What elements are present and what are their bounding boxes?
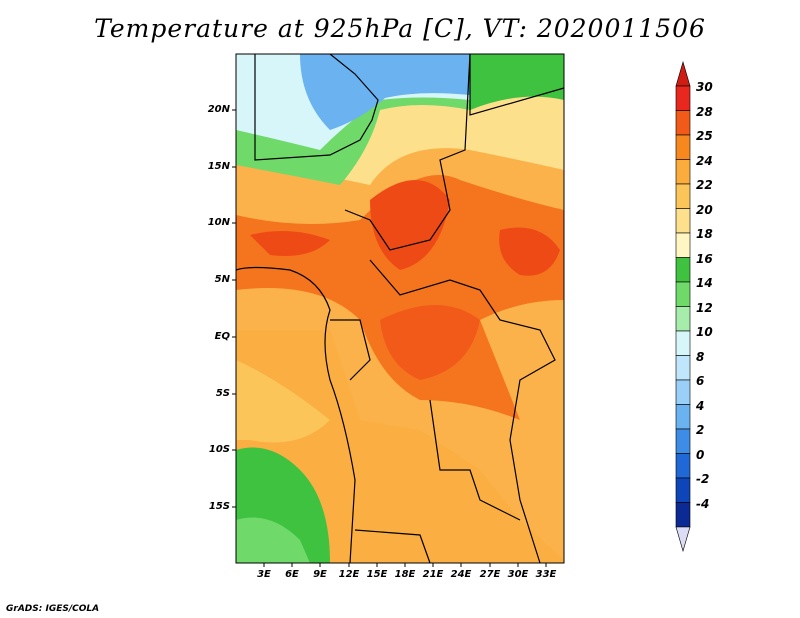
colorbar-swatch [675, 110, 691, 136]
lat-label-15n: 15N [207, 161, 230, 172]
map-title: Temperature at 925hPa [C], VT: 202001150… [94, 14, 706, 43]
lon-label-12e: 12E [338, 569, 360, 580]
lon-label-21e: 21E [422, 569, 444, 580]
colorbar-swatch [675, 502, 691, 528]
colorbar-label: 18 [696, 227, 713, 241]
lon-label-3e: 3E [257, 569, 271, 580]
colorbar-label: 2 [696, 423, 705, 437]
map-frame [235, 53, 565, 564]
lat-label-10n: 10N [207, 217, 230, 228]
credit-text: GrADS: IGES/COLA [6, 604, 100, 614]
colorbar-swatch [675, 477, 691, 503]
colorbar-swatch [675, 306, 691, 332]
colorbar-top-arrow [675, 60, 691, 87]
colorbar-label: -4 [696, 496, 710, 511]
field-northeast-green [470, 54, 564, 110]
colorbar-label: -2 [696, 472, 710, 486]
field-hottest-east [499, 227, 560, 276]
colorbar-swatch [675, 257, 691, 283]
lat-label-20n: 20N [207, 104, 230, 115]
colorbar-swatch [675, 183, 691, 209]
lat-label-eq: EQ [214, 331, 230, 342]
lat-label-5n: 5N [214, 274, 230, 285]
lon-label-15e: 15E [366, 569, 388, 580]
lon-label-33e: 33E [535, 569, 557, 580]
lon-label-30e: 30E [507, 569, 529, 580]
colorbar-label: 28 [696, 104, 713, 119]
colorbar [675, 60, 691, 553]
lat-label-15s: 15S [208, 501, 230, 512]
colorbar-label: 6 [696, 374, 705, 388]
colorbar-swatch [675, 379, 691, 405]
lon-label-6e: 6E [285, 569, 299, 580]
lon-label-24e: 24E [450, 569, 472, 580]
colorbar-label: 16 [696, 251, 713, 266]
colorbar-swatch [675, 453, 691, 479]
lon-ticks [263, 563, 547, 567]
colorbar-swatch [675, 232, 691, 258]
colorbar-swatch [675, 281, 691, 307]
colorbar-swatch [675, 330, 691, 356]
colorbar-swatch [675, 85, 691, 111]
colorbar-label: 24 [696, 153, 713, 168]
colorbar-label: 14 [696, 276, 713, 290]
colorbar-swatch [675, 404, 691, 430]
field-north-blue [300, 54, 470, 130]
lat-ticks [232, 109, 236, 508]
colorbar-swatch [675, 428, 691, 454]
colorbar-label: 22 [696, 178, 713, 192]
temperature-field [236, 54, 564, 563]
colorbar-label: 4 [696, 398, 705, 413]
lat-label-10s: 10S [208, 444, 230, 455]
colorbar-label: 10 [696, 325, 713, 339]
colorbar-label: 20 [696, 202, 713, 217]
colorbar-label: 0 [696, 447, 705, 462]
field-hottest-center [370, 180, 450, 270]
colorbar-label: 30 [696, 80, 713, 94]
field-hottest-southeast [380, 305, 480, 380]
lon-label-27e: 27E [479, 569, 501, 580]
lon-label-18e: 18E [394, 569, 416, 580]
colorbar-swatch [675, 134, 691, 160]
colorbar-label: 12 [696, 300, 713, 315]
colorbar-swatch [675, 208, 691, 234]
colorbar-swatch [675, 159, 691, 185]
lat-label-5s: 5S [215, 388, 230, 399]
field-southwest-lightgreen [236, 517, 310, 563]
colorbar-label: 8 [696, 349, 705, 364]
colorbar-swatch [675, 355, 691, 381]
field-hottest-west [250, 231, 330, 256]
lon-label-9e: 9E [313, 569, 327, 580]
field-west-mild [236, 360, 330, 443]
borders [235, 53, 565, 564]
colorbar-label: 25 [696, 129, 713, 143]
colorbar-bottom-arrow [675, 526, 691, 553]
